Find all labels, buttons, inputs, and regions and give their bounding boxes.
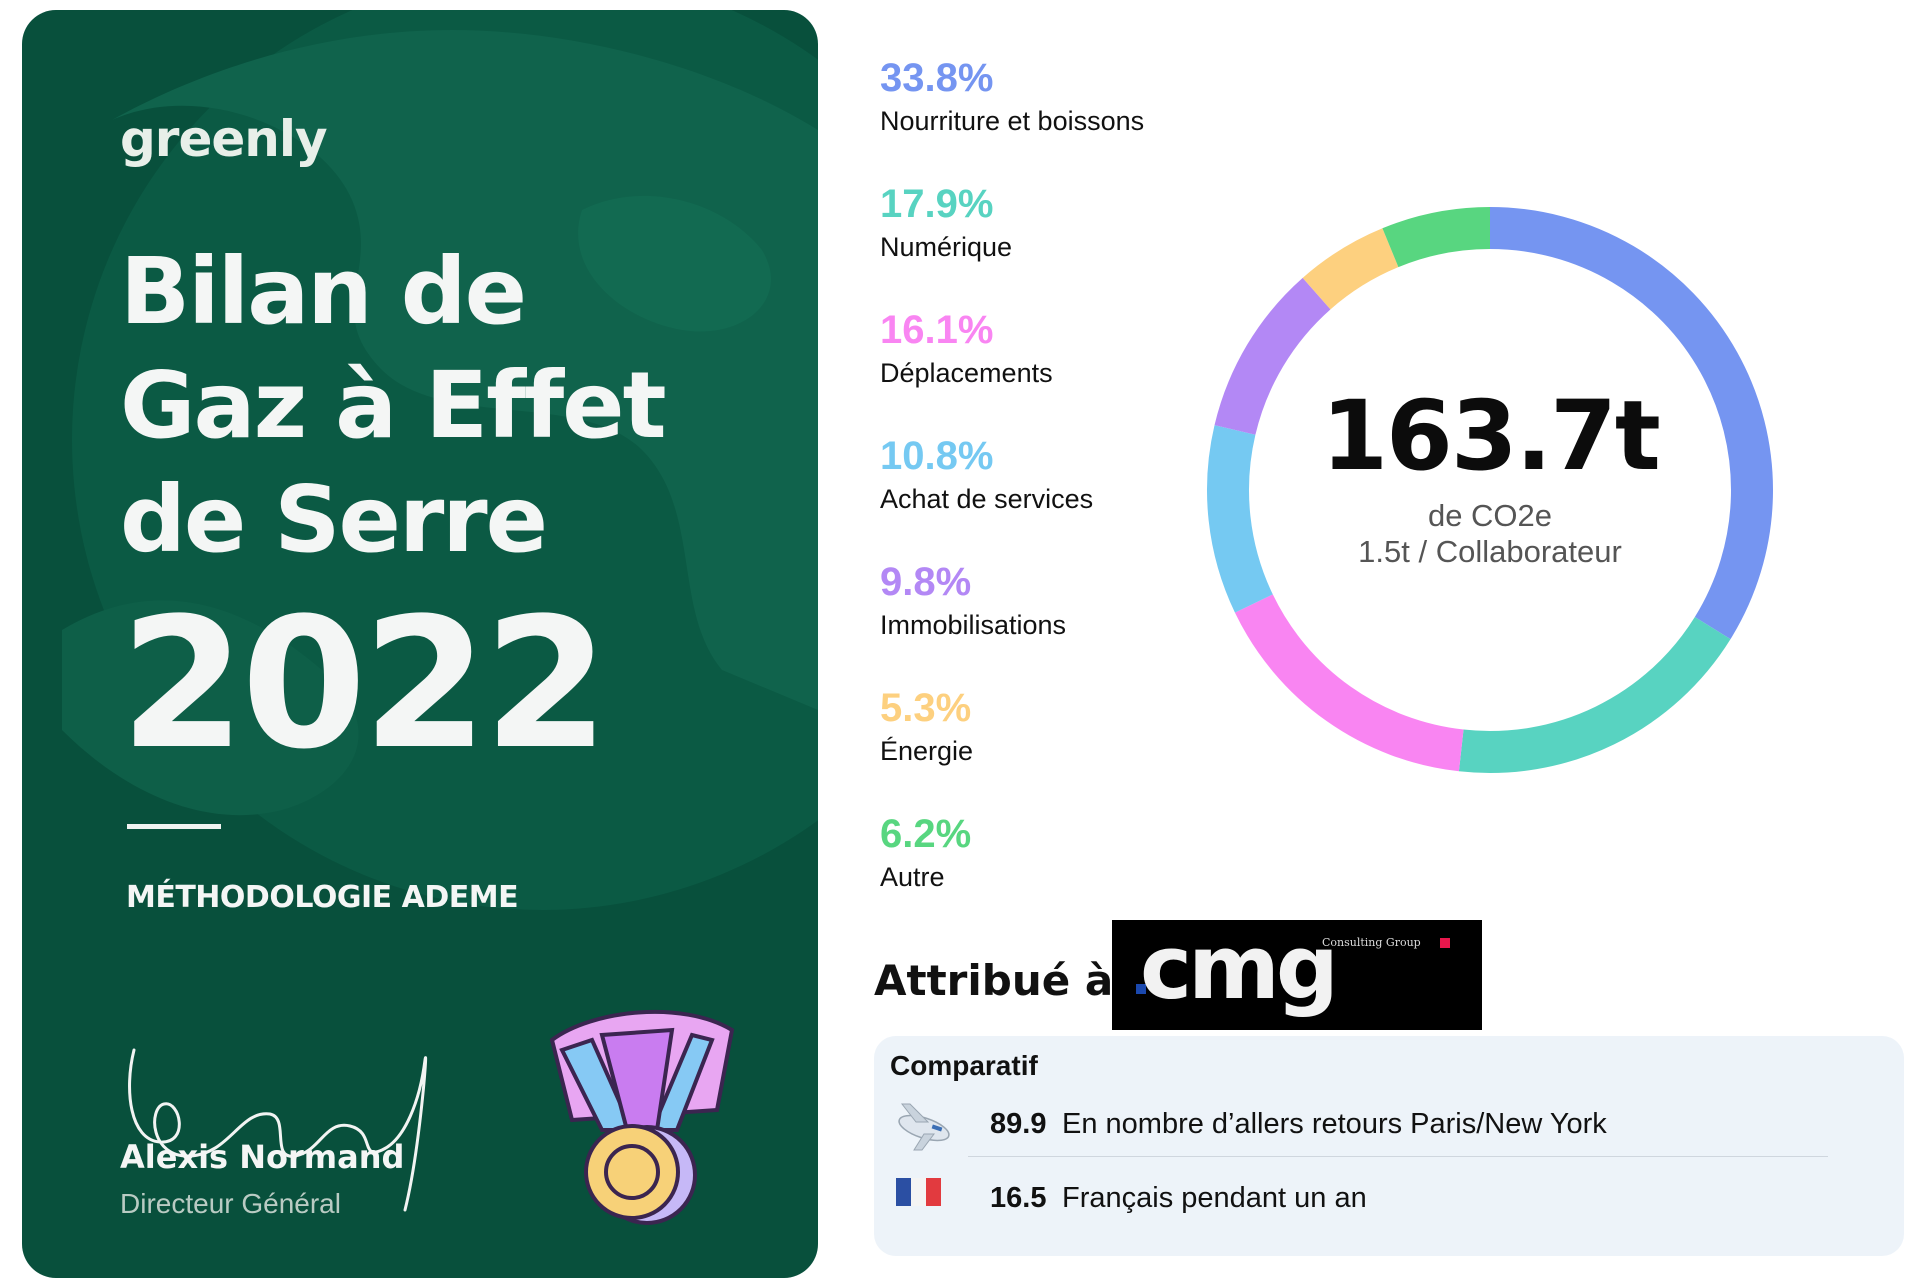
signature-icon xyxy=(128,1048,428,1212)
legend-item: 17.9% Numérique xyxy=(880,180,1144,306)
chart-legend: 33.8% Nourriture et boissons 17.9% Numér… xyxy=(880,54,1144,936)
legend-value: 6.2% xyxy=(880,812,972,856)
french-flag-icon xyxy=(896,1178,941,1206)
title-line: de Serre xyxy=(120,466,548,573)
legend-value: 9.8% xyxy=(880,560,972,604)
comparison-text: Français pendant un an xyxy=(1062,1182,1367,1214)
row-divider xyxy=(968,1156,1828,1157)
per-collaborator: 1.5t / Collaborateur xyxy=(1358,534,1622,569)
comparison-text: En nombre d’allers retours Paris/New Yor… xyxy=(1062,1108,1607,1140)
total-emissions: 163.7t xyxy=(1321,380,1661,492)
legend-item: 10.8% Achat de services xyxy=(880,432,1144,558)
donut-slice xyxy=(1458,616,1731,773)
certificate-year: 2022 xyxy=(120,580,609,789)
total-emissions-subtitle: de CO2e 1.5t / Collaborateur xyxy=(1200,498,1780,570)
legend-value: 33.8% xyxy=(880,56,994,100)
legend-label: Numérique xyxy=(880,232,1013,262)
donut-slice xyxy=(1302,228,1399,310)
signer-role: Directeur Général xyxy=(120,1188,341,1219)
comparison-row: 16.5 Français pendant un an xyxy=(874,1170,1904,1230)
comparison-value: 16.5 xyxy=(990,1182,1047,1214)
legend-item: 6.2% Autre xyxy=(880,810,1144,936)
cmg-logo: cmg Consulting Group xyxy=(1112,916,1482,1030)
legend-label: Nourriture et boissons xyxy=(880,106,1145,136)
logo-square xyxy=(1440,938,1450,948)
logo-subtext: Consulting Group xyxy=(1322,936,1421,949)
legend-label: Achat de services xyxy=(880,484,1094,514)
legend-item: 5.3% Énergie xyxy=(880,684,1144,810)
comparison-value: 89.9 xyxy=(990,1108,1047,1140)
legend-value: 10.8% xyxy=(880,434,994,478)
airplane-icon xyxy=(898,1103,950,1151)
certificate-card: greenly Bilan de Gaz à Effet de Serre 20… xyxy=(22,10,818,1278)
legend-label: Déplacements xyxy=(880,358,1053,388)
legend-item: 33.8% Nourriture et boissons xyxy=(880,54,1144,180)
donut-slice xyxy=(1207,425,1273,613)
divider xyxy=(127,824,221,829)
legend-value: 5.3% xyxy=(880,686,972,730)
donut-slice xyxy=(1489,207,1773,640)
emissions-unit: de CO2e xyxy=(1427,498,1553,533)
comparison-title: Comparatif xyxy=(890,1050,1038,1081)
legend-item: 9.8% Immobilisations xyxy=(880,558,1144,684)
emissions-donut-chart xyxy=(1207,207,1773,773)
attributed-to-label: Attribué à xyxy=(874,956,1114,1005)
legend-label: Immobilisations xyxy=(880,610,1067,640)
medal-icon xyxy=(549,1009,735,1225)
donut-slice xyxy=(1214,277,1331,436)
donut-slice xyxy=(1382,207,1491,268)
comparison-panel: Comparatif 89.9 En nombre d’allers retou… xyxy=(874,1036,1904,1256)
title-line: Gaz à Effet xyxy=(120,352,667,459)
methodology-label: MÉTHODOLOGIE ADEME xyxy=(126,880,519,915)
legend-value: 16.1% xyxy=(880,308,994,352)
logo-text: cmg xyxy=(1140,916,1339,1019)
legend-value: 17.9% xyxy=(880,182,994,226)
logo-dot xyxy=(1136,984,1146,994)
title-line: Bilan de xyxy=(120,238,527,345)
legend-label: Autre xyxy=(880,862,945,892)
globe-background xyxy=(62,10,818,910)
donut-slice xyxy=(1234,594,1464,772)
greenly-logo: greenly xyxy=(120,110,328,168)
comparison-row: 89.9 En nombre d’allers retours Paris/Ne… xyxy=(874,1096,1904,1156)
certificate-title: Bilan de Gaz à Effet de Serre xyxy=(120,235,667,577)
legend-item: 16.1% Déplacements xyxy=(880,306,1144,432)
legend-label: Énergie xyxy=(880,736,974,766)
signer-name: Alexis Normand xyxy=(120,1138,405,1176)
